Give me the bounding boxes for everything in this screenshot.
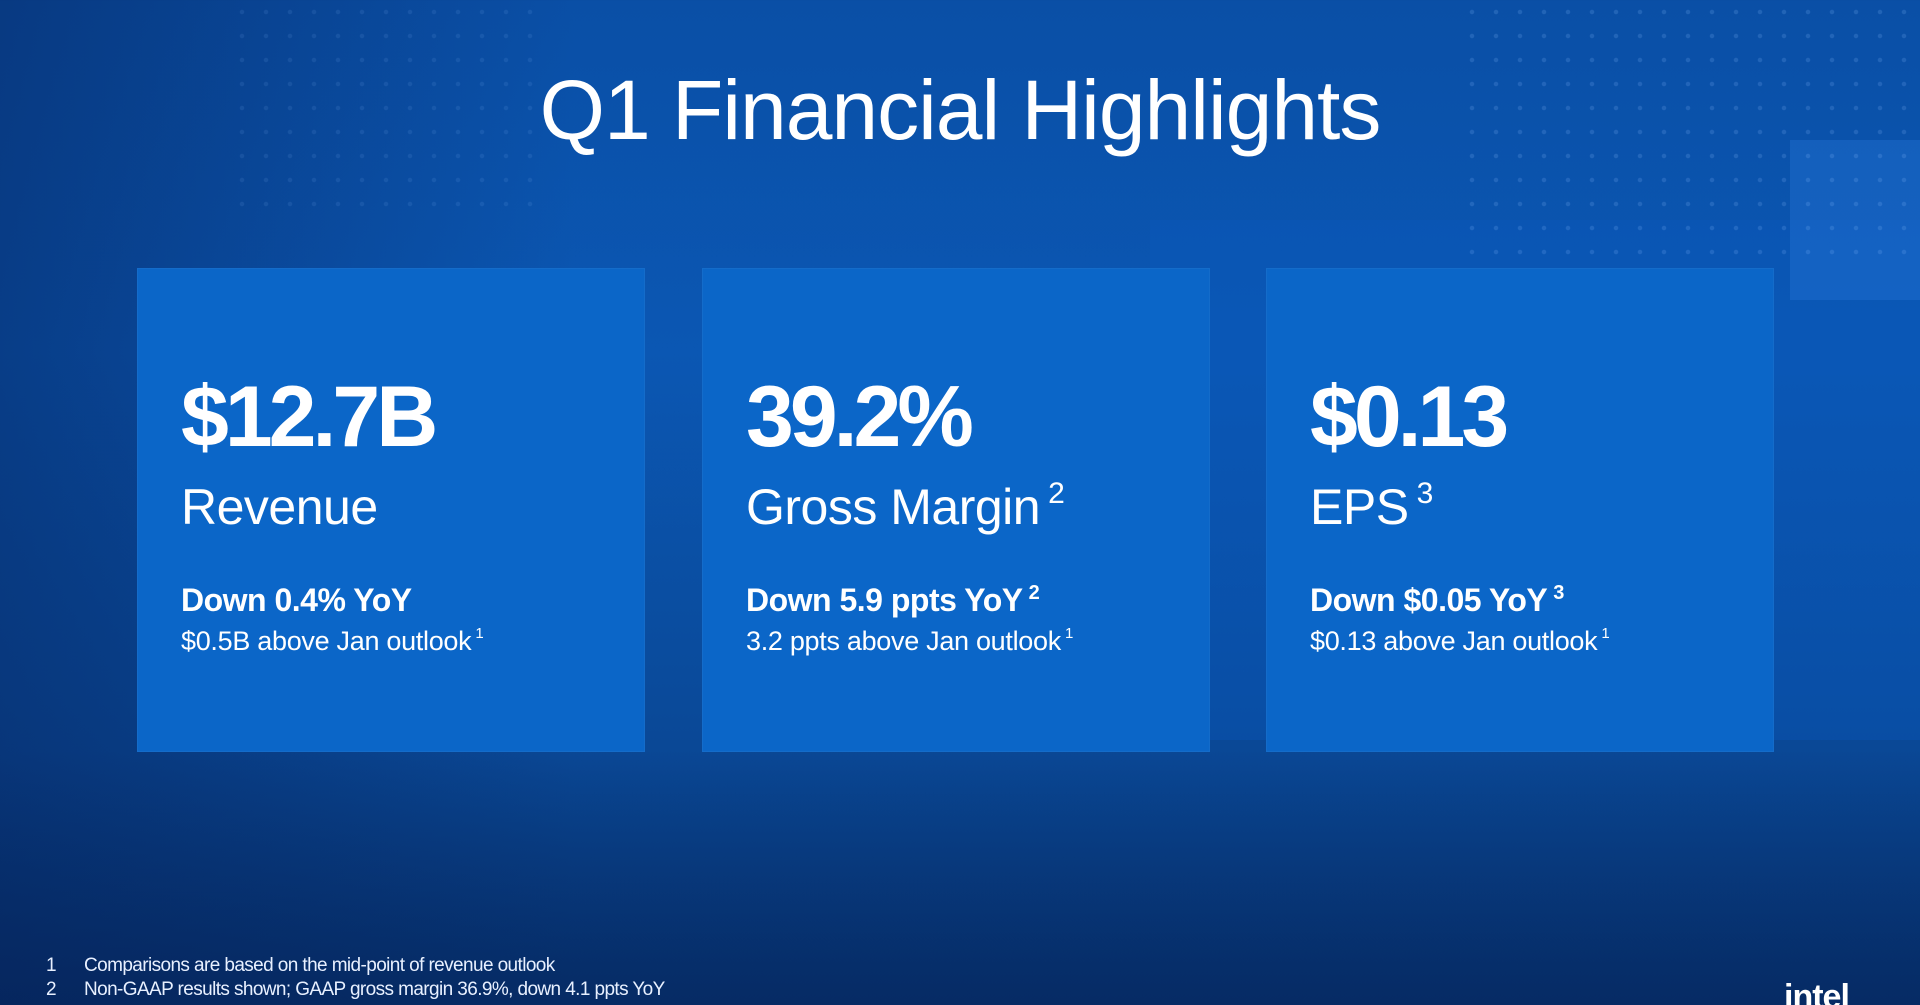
revenue-value: $12.7B [181,369,438,465]
eps-outlook: $0.13 above Jan outlook 1 [1310,625,1610,656]
background-block [1790,140,1920,300]
revenue-change: Down 0.4% YoY [181,582,412,618]
revenue-card: $12.7B Revenue Down 0.4% YoY $0.5B above… [137,268,645,752]
slide-title: Q1 Financial Highlights [539,63,1382,157]
footnote-item: 2 Non-GAAP results shown; GAAP gross mar… [46,978,665,1002]
gross-margin-card: 39.2% Gross Margin 2 Down 5.9 ppts YoY 2 3… [702,268,1210,752]
gross-margin-change: Down 5.9 ppts YoY 2 [746,582,1040,618]
background-dot-pattern [230,0,550,220]
footnote-ref: 3 [1553,582,1564,604]
gross-margin-label: Gross Margin 2 [746,477,1065,535]
footnote-item: 1 Comparisons are based on the mid-point… [46,954,665,978]
background-dot-pattern [1460,0,1920,260]
footnote-ref: 1 [1064,625,1073,642]
footnote-number: 2 [46,979,57,1000]
eps-value: $0.13 [1310,369,1509,465]
footnote-text: Non-GAAP results shown; GAAP gross margi… [84,979,665,1000]
footnote-number: 1 [46,955,57,976]
footnote-ref: 1 [1601,625,1610,642]
intel-logo: intel [1784,978,1850,1005]
eps-label: EPS 3 [1310,477,1433,535]
revenue-label: Revenue [181,479,378,535]
revenue-outlook: $0.5B above Jan outlook 1 [181,625,484,656]
eps-card: $0.13 EPS 3 Down $0.05 YoY 3 $0.13 above J… [1266,268,1774,752]
eps-change: Down $0.05 YoY 3 [1310,582,1564,618]
gross-margin-outlook: 3.2 ppts above Jan outlook 1 [746,625,1073,656]
footnote-ref: 2 [1048,477,1065,510]
footnote-ref: 2 [1028,582,1040,604]
gross-margin-value: 39.2% [746,369,974,465]
footnote-ref: 1 [475,625,484,642]
background-floor [0,750,1920,1005]
footnotes: 1 Comparisons are based on the mid-point… [46,954,665,1002]
footnote-ref: 3 [1416,477,1434,510]
footnote-text: Comparisons are based on the mid-point o… [84,955,555,976]
